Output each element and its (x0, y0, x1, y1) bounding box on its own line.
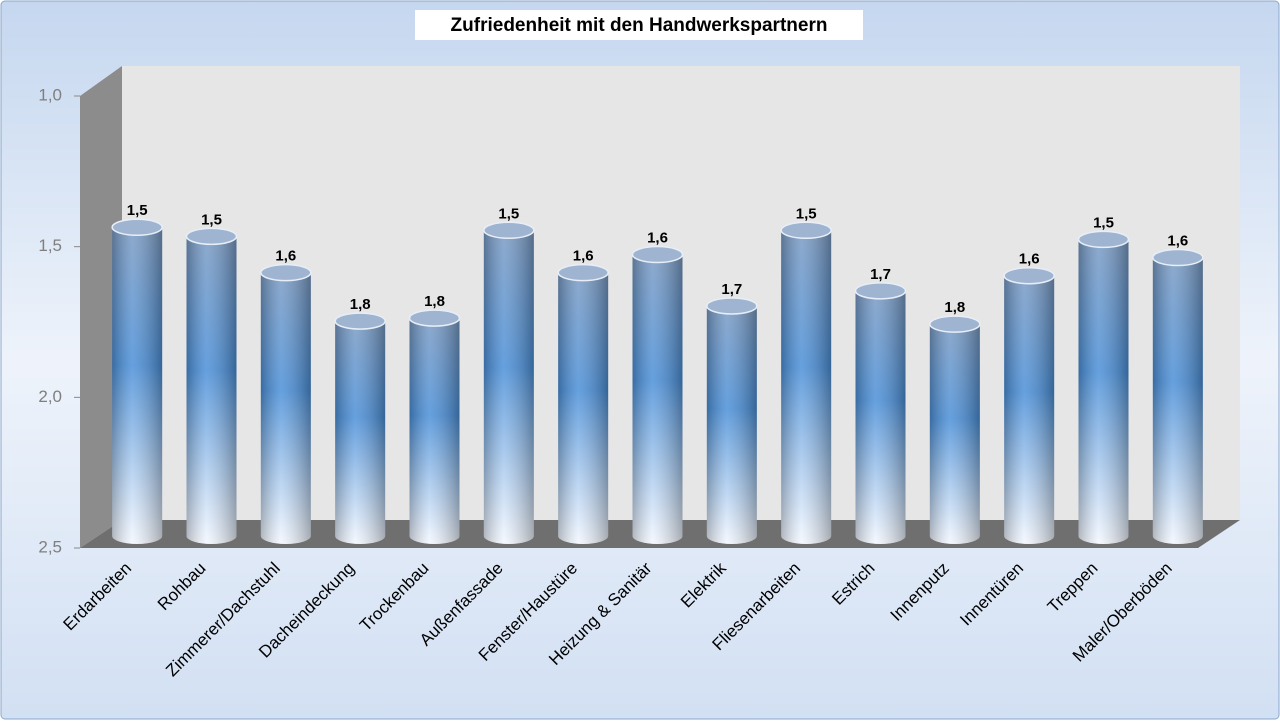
bar-top (631, 245, 684, 264)
chart-title: Zufriedenheit mit den Handwerkspartnern (451, 15, 828, 36)
bar-shade (781, 222, 832, 544)
bar-shade (260, 264, 311, 544)
bar-top (334, 312, 386, 330)
bar-top (706, 297, 758, 315)
bar-top (111, 218, 163, 237)
bar-top (483, 221, 535, 240)
value-label: 1,8 (350, 296, 371, 313)
bar-shade (1078, 231, 1129, 545)
bar-shade (409, 310, 460, 544)
value-label: 1,6 (1167, 233, 1188, 250)
bar-shade (632, 246, 683, 544)
value-label: 1,5 (201, 211, 222, 228)
bar-shade (706, 297, 757, 544)
y-tick-label: 1,5 (38, 236, 62, 255)
bar-top (1077, 230, 1130, 249)
bar-top (929, 315, 981, 333)
bar-top (260, 263, 312, 282)
value-label: 1,6 (275, 248, 296, 265)
bar-shade (855, 282, 906, 544)
value-label: 1,5 (796, 205, 817, 222)
bar-shade (929, 316, 980, 544)
value-label: 1,5 (127, 202, 148, 219)
bar-top (1003, 266, 1055, 285)
bar-top (557, 263, 609, 282)
y-tick-label: 2,0 (38, 387, 62, 406)
bar-shade (186, 228, 237, 545)
side-wall (80, 66, 122, 548)
value-label: 1,5 (498, 205, 519, 222)
bar-shade (1152, 249, 1203, 544)
value-label: 1,6 (573, 248, 594, 265)
title-box (415, 10, 863, 40)
value-label: 1,8 (944, 299, 965, 316)
value-label: 1,6 (647, 229, 668, 246)
bar-shade (335, 313, 386, 544)
bar-top (1152, 248, 1204, 267)
bar-top (854, 282, 907, 300)
bar-top (185, 227, 238, 246)
value-label: 1,5 (1093, 214, 1114, 231)
value-label: 1,7 (721, 281, 742, 298)
bar-shade (558, 264, 609, 544)
y-tick-label: 2,5 (38, 537, 62, 556)
value-label: 1,8 (424, 293, 445, 310)
bar-shade (112, 219, 163, 544)
bar-shade (1004, 267, 1055, 544)
bar-top (408, 309, 461, 327)
bar-shade (483, 222, 534, 544)
bar-top (780, 221, 832, 240)
value-label: 1,7 (870, 266, 891, 283)
y-tick-label: 1,0 (38, 85, 62, 104)
value-label: 1,6 (1019, 251, 1040, 268)
